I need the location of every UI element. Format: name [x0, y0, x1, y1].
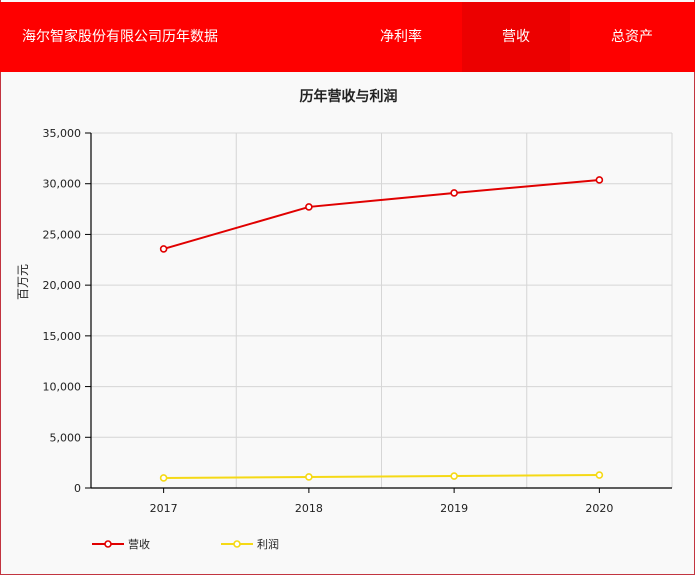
- tab-revenue[interactable]: 营收: [462, 2, 570, 72]
- axes: [90, 133, 672, 489]
- svg-text:2017: 2017: [150, 502, 178, 515]
- x-axis-ticks: 2017 2018 2019 2020: [150, 488, 613, 515]
- legend-line-marker-icon: [92, 540, 124, 548]
- company-title: 海尔智家股份有限公司历年数据: [22, 29, 218, 45]
- svg-text:2018: 2018: [295, 502, 323, 515]
- svg-text:0: 0: [74, 482, 81, 495]
- grid-lines: [91, 132, 673, 488]
- legend-item-profit[interactable]: 利润: [221, 536, 279, 552]
- svg-text:20,000: 20,000: [43, 279, 82, 292]
- svg-text:2020: 2020: [585, 502, 613, 515]
- y-axis-ticks: 0 5,000 10,000 15,000 20,000 25,000 30,000 35,0…: [43, 127, 91, 495]
- legend-item-revenue[interactable]: 营收: [92, 536, 150, 552]
- svg-text:2019: 2019: [440, 502, 468, 515]
- data-series: [159, 176, 604, 482]
- chart-title: 历年营收与利润: [299, 89, 398, 105]
- top-navbar: 海尔智家股份有限公司历年数据 净利率 营收 总资产: [0, 2, 695, 72]
- svg-text:25,000: 25,000: [43, 228, 82, 241]
- tab-net-margin[interactable]: 净利率: [380, 29, 422, 45]
- svg-text:10,000: 10,000: [43, 381, 82, 394]
- svg-text:30,000: 30,000: [43, 178, 82, 191]
- svg-text:15,000: 15,000: [43, 330, 82, 343]
- legend-label: 利润: [257, 538, 279, 551]
- svg-text:35,000: 35,000: [43, 127, 82, 140]
- svg-text:5,000: 5,000: [50, 431, 82, 444]
- legend-line-marker-icon: [221, 540, 253, 548]
- tab-total-assets[interactable]: 总资产: [611, 29, 653, 45]
- legend-label: 营收: [128, 538, 150, 551]
